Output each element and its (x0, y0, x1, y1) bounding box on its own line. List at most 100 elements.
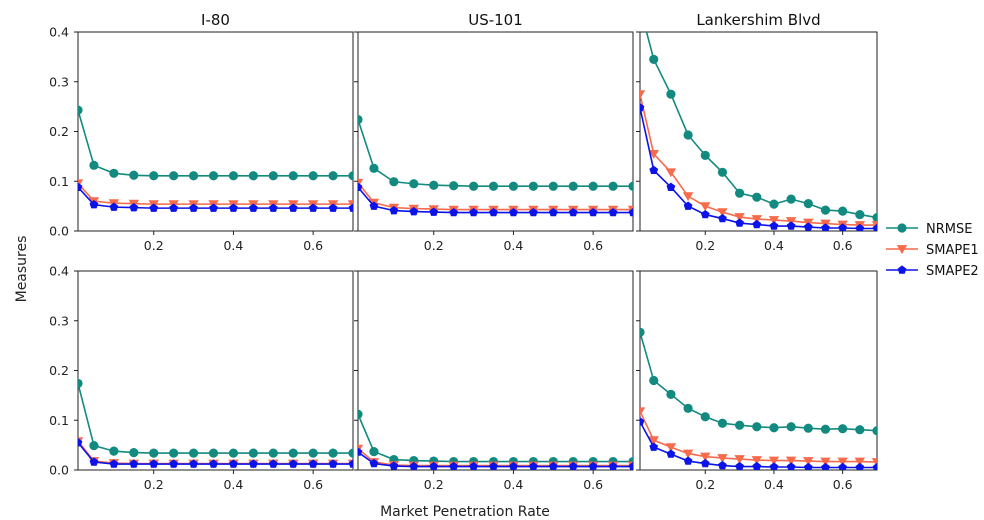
data-point-smape2 (568, 461, 578, 470)
x-tick-label: 0.4 (764, 477, 784, 492)
data-point-smape1 (665, 443, 677, 453)
data-point-smape2 (821, 462, 830, 470)
data-point-nrmse (149, 171, 159, 181)
data-point-smape2 (489, 207, 498, 217)
data-point-smape2 (683, 201, 693, 210)
data-point-nrmse (89, 160, 99, 170)
data-point-smape2 (189, 459, 198, 468)
data-point-nrmse (169, 171, 179, 181)
data-point-smape2 (288, 459, 298, 468)
data-point-smape2 (369, 201, 379, 210)
data-point-nrmse (820, 205, 831, 215)
data-point-nrmse (683, 130, 693, 140)
data-point-smape2 (229, 203, 238, 212)
data-point-nrmse (449, 181, 459, 191)
data-point-smape2 (78, 182, 83, 191)
data-point-nrmse (683, 403, 693, 413)
data-point-nrmse (129, 170, 139, 180)
plot-area (640, 327, 877, 470)
data-point-nrmse (149, 448, 159, 458)
data-point-smape2 (628, 461, 633, 470)
data-point-smape2 (803, 462, 813, 470)
data-point-nrmse (109, 168, 119, 178)
data-point-smape2 (872, 223, 877, 231)
data-point-smape2 (608, 461, 618, 470)
data-point-smape1 (78, 179, 84, 189)
data-point-nrmse (228, 448, 239, 458)
data-point-smape1 (837, 457, 848, 467)
data-point-smape2 (169, 459, 179, 468)
data-point-nrmse (666, 89, 676, 99)
data-point-smape2 (568, 207, 578, 217)
x-tick-label: 0.6 (833, 477, 853, 492)
data-point-nrmse (188, 171, 199, 181)
data-point-nrmse (348, 171, 353, 181)
data-point-smape2 (268, 459, 278, 468)
data-point-nrmse (820, 424, 831, 434)
data-point-smape2 (803, 222, 813, 231)
data-point-smape1 (648, 436, 659, 446)
data-point-smape2 (358, 182, 363, 191)
data-point-nrmse (109, 446, 119, 456)
series-line-smape1 (640, 410, 877, 463)
x-tick-label: 0.2 (695, 477, 715, 492)
data-point-smape2 (528, 207, 538, 217)
legend: NRMSE SMAPE1 SMAPE2 (886, 222, 979, 279)
data-point-smape2 (149, 203, 159, 212)
x-axis-label: Market Penetration Rate (380, 504, 550, 520)
y-tick-label: 0.2 (49, 124, 69, 139)
legend-marker (897, 223, 907, 233)
data-point-smape2 (666, 449, 676, 458)
axes-frame (357, 31, 634, 232)
data-point-smape2 (786, 462, 796, 470)
data-point-nrmse (389, 177, 399, 187)
legend-label: NRMSE (926, 222, 972, 237)
data-point-smape2 (89, 457, 99, 466)
data-point-nrmse (700, 412, 710, 422)
data-point-nrmse (248, 171, 258, 181)
data-point-nrmse (288, 448, 298, 458)
data-point-nrmse (248, 448, 258, 458)
subplot-3: 0.2 0.4 0.6 Lankershim Blvd (636, 11, 878, 253)
data-point-smape2 (248, 459, 258, 468)
data-point-smape2 (718, 213, 727, 223)
data-point-nrmse (717, 418, 728, 428)
y-tick-label: 0.0 (49, 463, 69, 478)
legend-item-smape2: SMAPE2 (886, 264, 979, 279)
data-point-smape2 (588, 461, 598, 470)
data-point-smape1 (734, 455, 745, 464)
x-tick-label: 0.2 (424, 238, 444, 253)
data-point-smape1 (803, 457, 814, 466)
data-point-smape2 (308, 459, 318, 468)
data-point-nrmse (666, 389, 676, 399)
series-line-nrmse (645, 32, 877, 219)
data-point-nrmse (872, 212, 877, 223)
data-point-smape2 (89, 200, 99, 209)
data-point-smape1 (768, 216, 780, 225)
data-point-smape1 (717, 208, 728, 218)
data-point-nrmse (169, 448, 179, 458)
data-point-smape2 (348, 203, 353, 212)
subplot-6: 0.2 0.4 0.6 (636, 270, 878, 492)
data-point-smape2 (855, 462, 865, 470)
data-point-smape2 (872, 462, 877, 470)
data-point-nrmse (838, 424, 848, 434)
data-point-nrmse (752, 422, 762, 432)
data-point-nrmse (608, 181, 618, 191)
data-point-smape2 (248, 203, 258, 212)
data-point-nrmse (308, 448, 318, 458)
data-point-smape2 (348, 459, 353, 468)
data-point-smape1 (648, 149, 659, 159)
data-point-smape2 (429, 207, 439, 216)
x-tick-label: 0.6 (303, 238, 323, 253)
legend-marker (896, 245, 908, 254)
data-point-smape2 (429, 461, 439, 470)
data-point-smape2 (328, 459, 338, 468)
plot-area (78, 105, 353, 212)
data-point-nrmse (752, 192, 762, 202)
data-point-smape2 (189, 203, 198, 212)
data-point-nrmse (649, 54, 659, 64)
plot-area (358, 114, 633, 217)
legend-label: SMAPE1 (926, 243, 979, 258)
